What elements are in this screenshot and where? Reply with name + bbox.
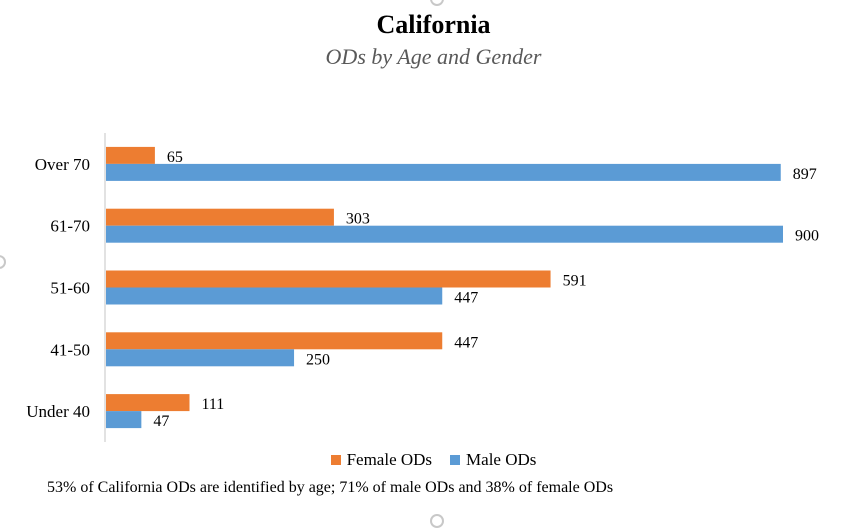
bar-male xyxy=(106,163,781,181)
resize-handle-bottom[interactable] xyxy=(430,514,444,528)
data-label-male: 47 xyxy=(153,413,169,430)
legend-swatch-female xyxy=(330,455,341,465)
category-label: Under 40 xyxy=(26,402,90,421)
category-label: Over 70 xyxy=(35,155,90,174)
legend: Female ODs Male ODs xyxy=(0,450,867,470)
category-label: 41-50 xyxy=(50,340,90,359)
bar-male xyxy=(106,225,783,243)
data-label-female: 591 xyxy=(563,273,587,290)
bar-male xyxy=(106,287,443,305)
legend-label-male: Male ODs xyxy=(466,450,537,469)
bar-female xyxy=(106,146,155,164)
bar-female xyxy=(106,394,190,412)
data-label-male: 900 xyxy=(795,228,819,245)
legend-label-female: Female ODs xyxy=(346,450,433,469)
data-label-male: 250 xyxy=(306,351,330,368)
bar-female xyxy=(106,332,443,350)
data-label-female: 447 xyxy=(454,334,478,351)
category-label: 51-60 xyxy=(50,279,90,298)
chart-title: California xyxy=(376,10,491,39)
data-label-female: 65 xyxy=(167,149,183,166)
data-label-male: 447 xyxy=(454,290,478,307)
legend-item-female: Female ODs xyxy=(330,450,433,470)
bar-male xyxy=(106,411,142,429)
legend-swatch-male xyxy=(450,455,461,465)
chart-subtitle: ODs by Age and Gender xyxy=(325,44,542,69)
data-label-female: 303 xyxy=(346,211,370,228)
category-label: 61-70 xyxy=(50,217,90,236)
bar-female xyxy=(106,270,551,288)
data-label-female: 111 xyxy=(201,396,224,413)
legend-item-male: Male ODs xyxy=(450,450,536,470)
bar-male xyxy=(106,349,295,367)
data-label-male: 897 xyxy=(793,166,817,183)
bar-female xyxy=(106,208,334,226)
footnote: 53% of California ODs are identified by … xyxy=(47,479,614,496)
